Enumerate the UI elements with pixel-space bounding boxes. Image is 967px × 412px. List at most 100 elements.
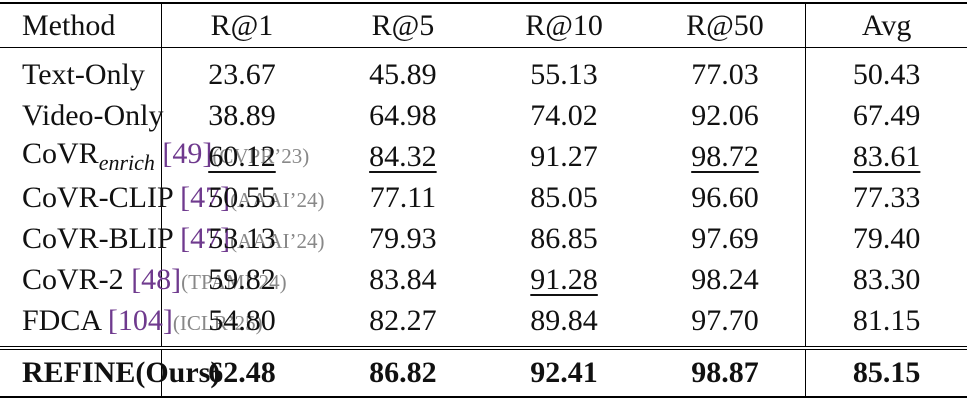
row: CoVR-BLIP [47](AAAI’24) 53.13 79.93 86.85 97…: [0, 218, 967, 259]
score-cell: 54.80: [161, 300, 323, 350]
score: 84.32: [369, 139, 437, 173]
score-cell: 50.43: [805, 47, 967, 95]
score-cell: 98.24: [645, 259, 806, 300]
score-cell: 77.03: [645, 48, 806, 96]
score-cell: 92.06: [645, 95, 806, 136]
score: 60.12: [208, 139, 276, 173]
score-cell: 92.41: [483, 348, 644, 397]
method-cell: CoVR-BLIP [47](AAAI’24): [0, 218, 325, 259]
row: CoVR-2 [48](TPAMI’24) 59.82 83.84 91.28 98.2…: [0, 259, 967, 300]
score-cell: 50.55: [161, 177, 322, 218]
score: 77.11: [369, 180, 437, 214]
citation: [49]: [162, 137, 213, 170]
score-cell: 83.84: [322, 259, 483, 300]
score: 50.55: [208, 180, 276, 214]
venue: (AAAI’24): [230, 228, 325, 253]
header-cell: R@10: [483, 3, 645, 48]
method-cell: REFINE(Ours): [0, 348, 220, 397]
score-cell: 83.61: [805, 136, 967, 177]
score: 97.70: [691, 303, 759, 337]
score-cell: 79.40: [805, 218, 967, 259]
score: 67.49: [852, 98, 921, 132]
venue: (CVPR’23): [212, 144, 310, 168]
method-cell: CoVRenrich [49](CVPR’23): [0, 136, 309, 177]
score-cell: 60.12: [161, 136, 322, 177]
score: 86.82: [369, 356, 437, 389]
score: 92.06: [691, 98, 759, 132]
score-cell: 79.93: [322, 218, 483, 259]
score: 59.82: [208, 262, 276, 296]
citation: [47]: [180, 221, 231, 255]
score-cell: 96.60: [645, 177, 806, 218]
score: 83.84: [369, 262, 437, 296]
header-row: Method R@1 R@5 R@10 R@50 Avg: [0, 3, 967, 48]
row: Text-Only 23.67 45.89 55.13 77.03 50.43: [0, 47, 967, 96]
score-cell: 83.30: [805, 259, 967, 300]
score-cell: 77.11: [322, 177, 483, 218]
score-cell: 91.27: [483, 136, 644, 177]
row: CoVR-CLIP [47](AAAI’24) 50.55 77.11 85.05 96…: [0, 177, 967, 218]
venue: (AAAI’24): [230, 187, 325, 212]
method-cell: CoVR-CLIP [47](AAAI’24): [0, 177, 325, 218]
score-cell: 89.84: [483, 300, 645, 350]
method-cell: CoVR-2 [48](TPAMI’24): [0, 259, 287, 300]
score: 83.30: [852, 262, 921, 296]
score: 77.33: [852, 180, 921, 214]
score: 92.41: [530, 356, 598, 389]
score: 79.40: [852, 221, 921, 255]
score-cell: 82.27: [322, 300, 484, 350]
score-cell: 62.48: [161, 348, 322, 397]
score-cell: 91.28: [483, 259, 644, 300]
header-cell: R@5: [322, 3, 484, 48]
score: 81.15: [852, 303, 921, 337]
method-name: CoVR-2: [22, 262, 124, 296]
score-cell: 85.15: [805, 348, 967, 397]
score-cell: 67.49: [805, 95, 967, 136]
score-cell: 97.70: [644, 300, 806, 350]
score-cell: 38.89: [161, 95, 322, 136]
method-name: CoVR: [22, 137, 99, 170]
header-cell: Avg: [805, 3, 967, 48]
score: 82.27: [369, 303, 437, 337]
score: 98.87: [691, 356, 759, 389]
score: 55.13: [530, 57, 598, 91]
score-cell: 55.13: [483, 48, 644, 96]
method-subscript: enrich: [98, 150, 155, 175]
score-cell: 98.72: [645, 136, 806, 177]
score: 62.48: [208, 356, 276, 389]
score: 53.13: [208, 221, 276, 255]
score-cell: 86.82: [322, 348, 483, 397]
score: 85.15: [852, 356, 921, 389]
score: 85.05: [530, 180, 598, 214]
header-cell: Method: [0, 3, 162, 48]
results-table: Method R@1 R@5 R@10 R@50 Avg Text-Only 23…: [0, 2, 967, 398]
score: 23.67: [208, 57, 276, 91]
score: 45.89: [369, 57, 437, 91]
header: Method R@1 R@5 R@10 R@50 Avg: [0, 3, 967, 48]
score-cell: 53.13: [161, 218, 322, 259]
method-cell: FDCA [104](ICLR’25): [0, 300, 263, 350]
score-cell: 97.69: [645, 218, 806, 259]
method-cell: Text-Only: [0, 47, 162, 95]
method-name: Text-Only: [22, 57, 145, 91]
score: 91.28: [530, 262, 598, 296]
score: 98.72: [691, 139, 759, 173]
citation: [47]: [180, 180, 231, 214]
row: FDCA [104](ICLR’25) 54.80 82.27 89.84 97.70 8…: [0, 300, 967, 350]
score-cell: 64.98: [322, 95, 483, 136]
score-cell: 85.05: [483, 177, 644, 218]
method-name: REFINE(Ours): [22, 356, 221, 389]
score: 98.24: [691, 262, 759, 296]
score: 54.80: [208, 303, 276, 337]
score: 96.60: [691, 180, 759, 214]
score: 64.98: [369, 98, 437, 132]
score-cell: 84.32: [322, 136, 483, 177]
score: 77.03: [691, 57, 759, 91]
header-cell: R@50: [644, 3, 806, 48]
score-cell: 59.82: [161, 259, 322, 300]
score-cell: 23.67: [161, 48, 322, 96]
header-cell: R@1: [161, 3, 323, 48]
score-cell: 74.02: [483, 95, 644, 136]
score: 74.02: [530, 98, 598, 132]
